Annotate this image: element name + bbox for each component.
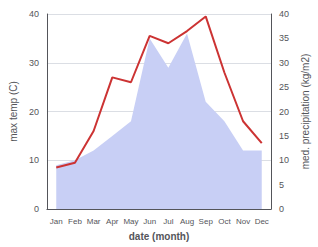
svg-text:15: 15 xyxy=(279,131,289,141)
svg-text:30: 30 xyxy=(279,58,289,68)
svg-text:10: 10 xyxy=(29,155,39,165)
svg-text:Oct: Oct xyxy=(218,217,231,226)
svg-text:May: May xyxy=(123,217,138,226)
svg-text:Dec: Dec xyxy=(255,217,269,226)
svg-text:Sep: Sep xyxy=(199,217,214,226)
svg-text:med. precipitation (kg/m2): med. precipitation (kg/m2) xyxy=(300,54,311,170)
svg-text:Mar: Mar xyxy=(87,217,101,226)
svg-text:20: 20 xyxy=(29,107,39,117)
svg-text:40: 40 xyxy=(279,9,289,19)
svg-text:Jun: Jun xyxy=(143,217,156,226)
svg-text:20: 20 xyxy=(279,107,289,117)
svg-text:Apr: Apr xyxy=(106,217,119,226)
svg-text:30: 30 xyxy=(29,58,39,68)
svg-text:25: 25 xyxy=(279,82,289,92)
svg-text:0: 0 xyxy=(279,204,284,214)
svg-text:Aug: Aug xyxy=(180,217,194,226)
svg-text:10: 10 xyxy=(279,155,289,165)
svg-text:Jan: Jan xyxy=(50,217,63,226)
svg-text:0: 0 xyxy=(34,204,39,214)
svg-text:5: 5 xyxy=(279,180,284,190)
svg-text:Jul: Jul xyxy=(163,217,173,226)
svg-text:date (month): date (month) xyxy=(129,231,190,242)
svg-text:Nov: Nov xyxy=(236,217,250,226)
svg-text:35: 35 xyxy=(279,33,289,43)
svg-text:40: 40 xyxy=(29,9,39,19)
svg-text:Feb: Feb xyxy=(68,217,82,226)
svg-text:max temp (C): max temp (C) xyxy=(8,81,19,142)
